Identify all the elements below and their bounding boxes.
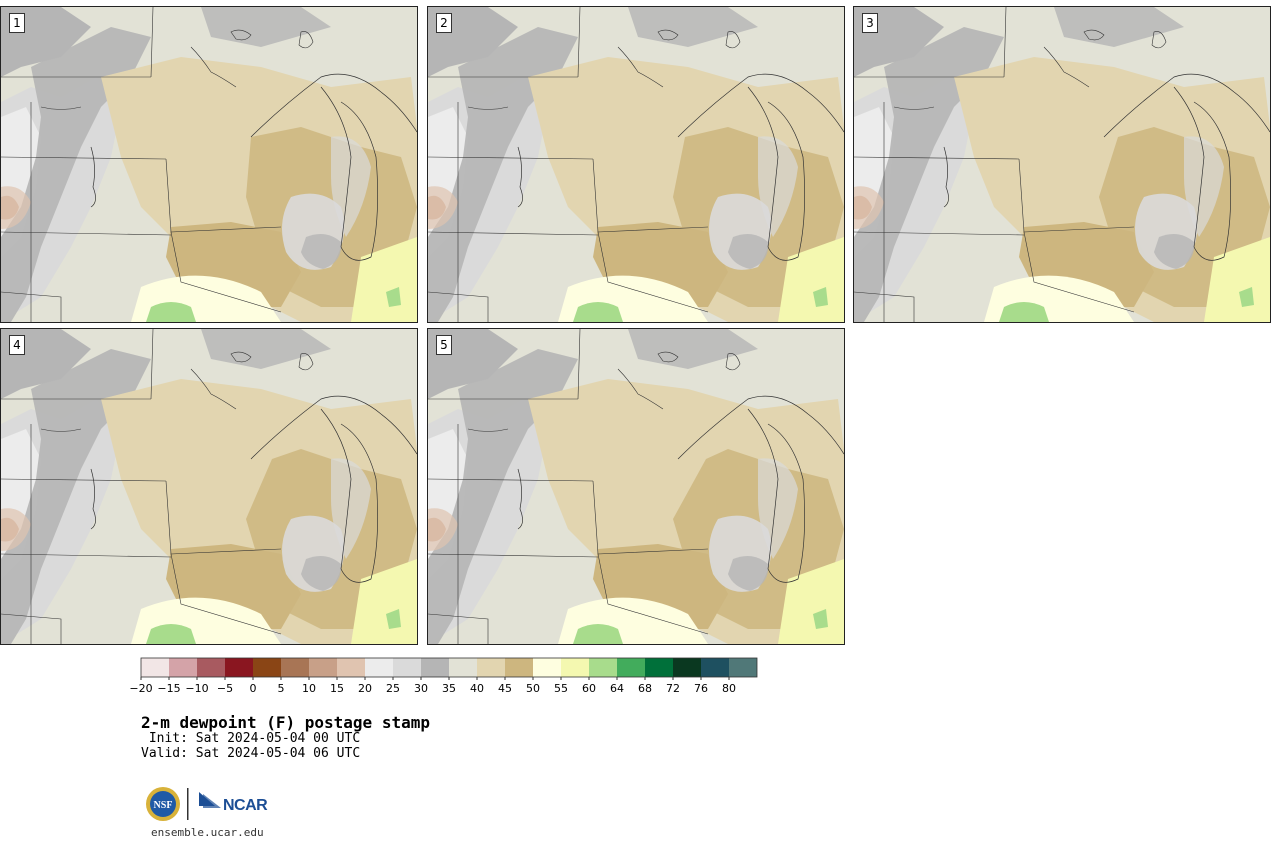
member-panel-4: 4 (0, 328, 418, 645)
colorbar-swatch (729, 658, 757, 677)
colorbar-tick-label: 40 (470, 682, 484, 695)
colorbar-tick-label: 20 (358, 682, 372, 695)
colorbar-tick-label: 0 (250, 682, 257, 695)
colorbar-swatch (645, 658, 673, 677)
colorbar-swatch (561, 658, 589, 677)
colorbar-swatch (253, 658, 281, 677)
nsf-logo: NSF (146, 787, 180, 821)
colorbar-swatch (701, 658, 729, 677)
colorbar-swatch (533, 658, 561, 677)
dewpoint-map (1, 7, 417, 322)
colorbar-tick-label: 64 (610, 682, 624, 695)
colorbar-swatch (393, 658, 421, 677)
panel-number: 4 (9, 335, 25, 355)
panel-number: 3 (862, 13, 878, 33)
member-panel-2: 2 (427, 6, 845, 323)
dewpoint-map (1, 329, 417, 644)
colorbar-tick-label: −20 (129, 682, 152, 695)
colorbar-swatch (281, 658, 309, 677)
colorbar-tick-label: 30 (414, 682, 428, 695)
member-panel-1: 1 (0, 6, 418, 323)
panel-number: 5 (436, 335, 452, 355)
colorbar-swatch (225, 658, 253, 677)
colorbar-tick-label: 68 (638, 682, 652, 695)
init-time: Init: Sat 2024-05-04 00 UTC (141, 731, 361, 746)
colorbar-tick-label: 10 (302, 682, 316, 695)
colorbar-swatch (337, 658, 365, 677)
colorbar-swatch (197, 658, 225, 677)
colorbar-swatch (365, 658, 393, 677)
member-panel-5: 5 (427, 328, 845, 645)
colorbar-tick-label: 50 (526, 682, 540, 695)
colorbar-swatch (477, 658, 505, 677)
logo-divider (187, 788, 189, 820)
colorbar-swatch (309, 658, 337, 677)
colorbar-tick-label: 15 (330, 682, 344, 695)
colorbar-tick-label: 25 (386, 682, 400, 695)
ensemble-url: ensemble.ucar.edu (151, 826, 264, 839)
colorbar-tick-label: 5 (278, 682, 285, 695)
colorbar-swatch (421, 658, 449, 677)
member-panel-3: 3 (853, 6, 1271, 323)
colorbar-swatch (505, 658, 533, 677)
colorbar-tick-label: 45 (498, 682, 512, 695)
colorbar-tick-label: 72 (666, 682, 680, 695)
colorbar-tick-label: −10 (185, 682, 208, 695)
dewpoint-map (428, 329, 844, 644)
colorbar-tick-label: −5 (217, 682, 233, 695)
dewpoint-map (428, 7, 844, 322)
svg-text:NCAR: NCAR (223, 797, 268, 814)
colorbar-tick-label: −15 (157, 682, 180, 695)
svg-text:NSF: NSF (154, 800, 173, 811)
colorbar-tick-label: 35 (442, 682, 456, 695)
panel-number: 1 (9, 13, 25, 33)
dewpoint-map (854, 7, 1270, 322)
colorbar-swatch (617, 658, 645, 677)
colorbar-swatch (141, 658, 169, 677)
colorbar-tick-label: 60 (582, 682, 596, 695)
plot-title: 2-m dewpoint (F) postage stamp (141, 713, 430, 732)
colorbar-swatch (673, 658, 701, 677)
valid-time: Valid: Sat 2024-05-04 06 UTC (141, 746, 361, 761)
sponsor-logos: NSF NCAR (145, 786, 275, 822)
colorbar-swatch (169, 658, 197, 677)
colorbar-tick-label: 80 (722, 682, 736, 695)
colorbar-tick-label: 76 (694, 682, 708, 695)
colorbar-swatch (589, 658, 617, 677)
ncar-logo: NCAR (199, 792, 269, 814)
colorbar-tick-label: 55 (554, 682, 568, 695)
colorbar-swatch (449, 658, 477, 677)
dewpoint-colorbar: −20 −15 −10 −5 0 5 10 15 20 25 30 35 40 45 50 55 60 64 68 7… (129, 657, 758, 695)
panel-number: 2 (436, 13, 452, 33)
